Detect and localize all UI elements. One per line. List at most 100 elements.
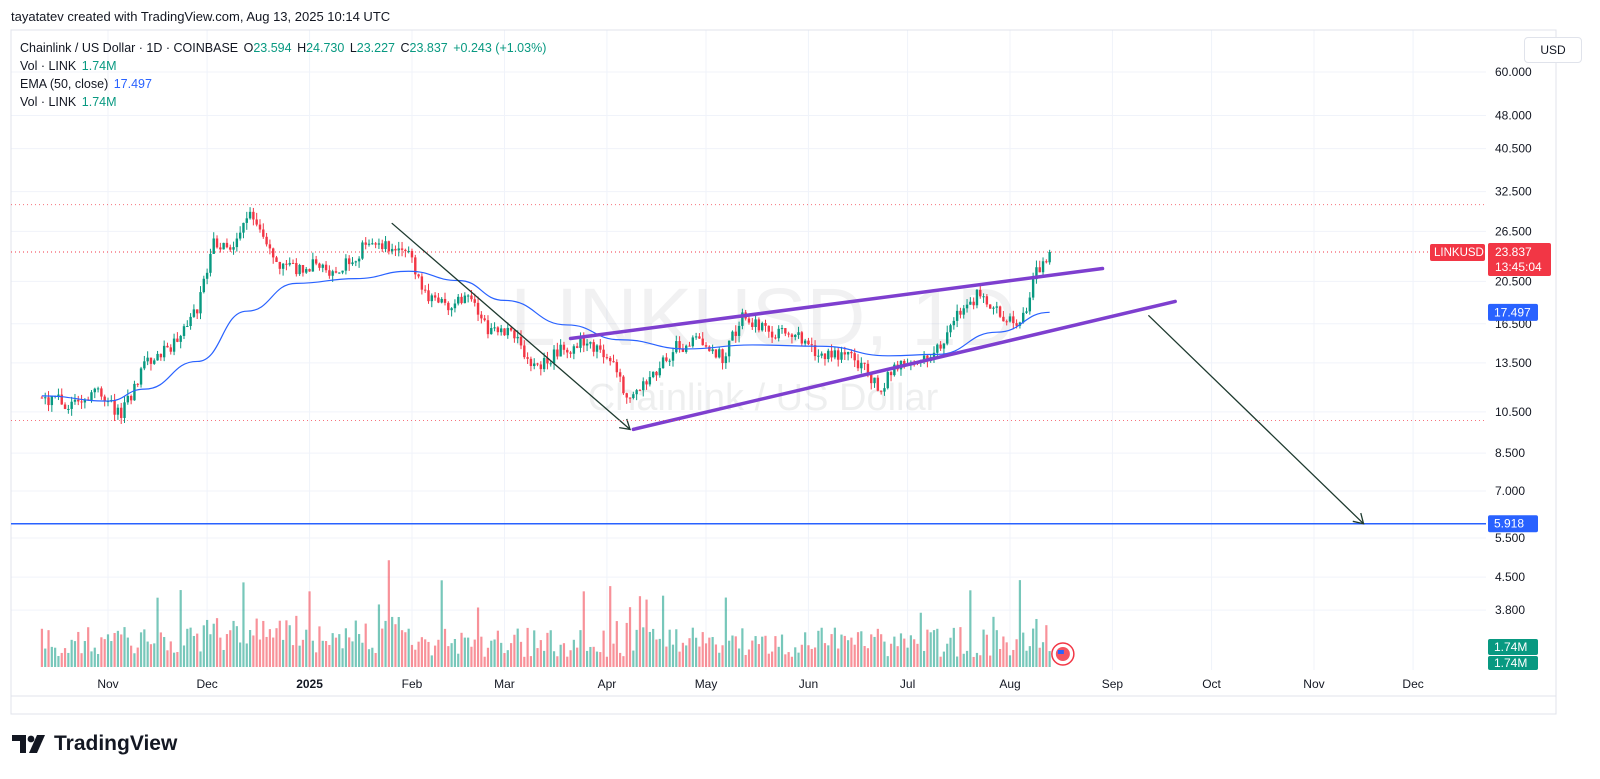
- volume-bar: [936, 628, 939, 667]
- candle-body: [542, 358, 546, 370]
- candle-body: [552, 349, 556, 364]
- volume-bar: [688, 638, 691, 667]
- y-tick-label: 26.500: [1495, 224, 1532, 238]
- candle-body: [959, 310, 962, 315]
- candle-body: [272, 248, 275, 258]
- candle-body: [176, 338, 179, 342]
- candle-body: [453, 303, 457, 309]
- candle-body: [414, 257, 417, 275]
- volume-bar: [308, 591, 311, 667]
- candle-body: [225, 242, 229, 248]
- candle-body: [242, 222, 245, 233]
- volume-bar: [728, 640, 731, 667]
- volume-bar: [116, 630, 120, 667]
- candle-body: [427, 290, 430, 302]
- candle-body: [159, 353, 163, 358]
- volume-bar: [192, 635, 196, 667]
- candle-body: [516, 336, 519, 339]
- volume-bar: [661, 595, 665, 667]
- volume-bar: [182, 645, 186, 667]
- candle-body: [314, 259, 318, 264]
- volume-bar: [979, 655, 982, 667]
- candle-body: [63, 404, 67, 409]
- volume-value: 1.74M: [81, 59, 117, 73]
- candle-body: [873, 377, 876, 384]
- volume-bar: [975, 652, 979, 667]
- candle-body: [998, 306, 1002, 317]
- candle-body: [645, 381, 648, 385]
- candle-body: [450, 308, 453, 311]
- volume-bar: [516, 628, 519, 667]
- candle-body: [863, 362, 866, 364]
- currency-button[interactable]: USD: [1524, 37, 1582, 63]
- candle-body: [671, 352, 675, 361]
- candle-body: [397, 248, 400, 251]
- volume-bar: [721, 645, 724, 667]
- volume-bar: [54, 647, 57, 667]
- candle-body: [922, 355, 926, 362]
- candle-body: [493, 327, 496, 329]
- volume-bar: [992, 616, 995, 667]
- volume-bar: [163, 637, 166, 667]
- volume-bar: [186, 628, 189, 667]
- ticker-tag: LINKUSD: [1434, 247, 1484, 259]
- candle-body: [714, 349, 718, 358]
- volume-bar: [209, 634, 212, 667]
- volume-bar: [790, 656, 794, 667]
- candle-body: [770, 331, 774, 338]
- candle-body: [595, 345, 599, 352]
- volume-bar: [1008, 655, 1012, 667]
- volume-bar: [44, 648, 47, 667]
- candle-body: [972, 301, 975, 306]
- candle-body: [642, 381, 645, 391]
- volume-bar: [536, 648, 539, 667]
- candle-body: [285, 263, 288, 265]
- candle-body: [794, 334, 797, 337]
- candle-body: [724, 356, 728, 364]
- volume-bar: [767, 653, 770, 667]
- volume-bar: [252, 635, 255, 667]
- volume-bar: [480, 636, 483, 667]
- volume-bar: [387, 560, 390, 667]
- volume-bar: [939, 656, 942, 667]
- volume-bar: [1035, 618, 1038, 667]
- volume-bar: [430, 655, 433, 667]
- volume-bar: [685, 645, 688, 667]
- tradingview-logo: TradingView: [12, 732, 177, 756]
- candle-body: [499, 328, 503, 333]
- volume-bar: [807, 645, 810, 667]
- volume-bar: [255, 618, 258, 667]
- candle-body: [731, 331, 734, 341]
- candle-body: [622, 376, 625, 394]
- candle-body: [651, 371, 655, 378]
- volume-bar: [242, 582, 245, 667]
- ticker-tag-bg: [1430, 244, 1485, 262]
- candle-body: [701, 338, 704, 346]
- volume-bar: [916, 643, 919, 667]
- candle-body: [572, 346, 576, 354]
- open-value: 23.594: [253, 41, 292, 55]
- volume-bar: [533, 630, 536, 667]
- candle-body: [810, 344, 813, 346]
- candle-body: [1045, 261, 1048, 263]
- candle-body: [876, 377, 880, 391]
- volume-bar: [562, 643, 566, 667]
- volume-bar: [804, 632, 807, 667]
- candle-body: [840, 352, 843, 360]
- volume-bar: [969, 590, 972, 667]
- candle-body: [77, 399, 80, 402]
- candle-body: [463, 295, 467, 304]
- volume-bar: [63, 648, 67, 667]
- candle-body: [44, 397, 47, 399]
- candle-body: [734, 331, 737, 336]
- candle-body: [133, 383, 136, 401]
- candle-body: [100, 388, 103, 397]
- x-tick-label: Dec: [196, 677, 217, 691]
- candle-body: [1008, 316, 1012, 322]
- volume-bar: [698, 646, 701, 667]
- candle-body: [364, 242, 367, 245]
- candle-body: [301, 265, 305, 273]
- candle-body: [546, 358, 549, 364]
